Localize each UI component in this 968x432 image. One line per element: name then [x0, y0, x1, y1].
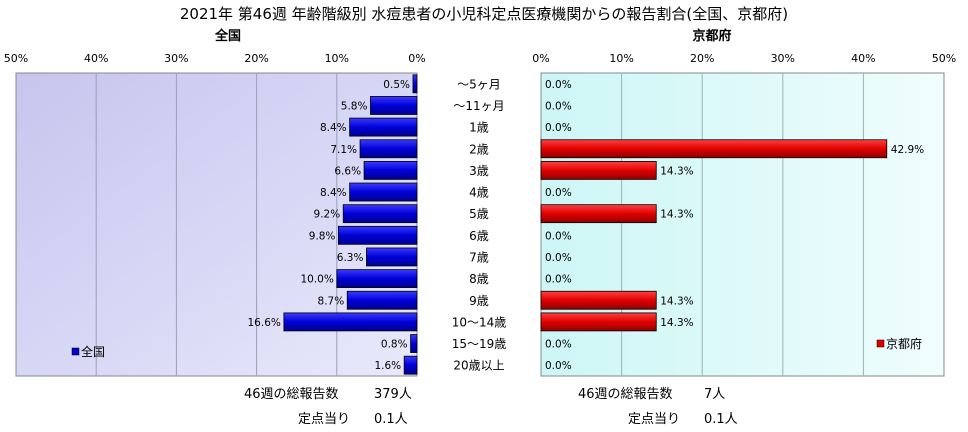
national-bar	[346, 290, 418, 310]
national-bar	[349, 117, 418, 137]
national-data-label: 6.6%	[334, 165, 361, 177]
kyoto-bar	[540, 204, 657, 224]
kyoto-per-label: 定点当り	[628, 412, 680, 427]
national-data-label: 7.1%	[330, 144, 357, 156]
national-data-label: 0.5%	[383, 79, 410, 91]
age-category-label: 8歳	[469, 272, 489, 286]
national-per-value: 0.1人	[374, 412, 408, 427]
age-category-label: 20歳以上	[453, 359, 504, 373]
national-footer: 46週の総報告数 379人 定点当り 0.1人	[244, 387, 412, 427]
kyoto-bar	[540, 160, 657, 180]
national-bar	[410, 334, 418, 353]
age-category-label: 15～19歳	[452, 337, 507, 351]
kyoto-tick-label: 20%	[690, 52, 714, 65]
national-bar	[342, 204, 418, 224]
chart-title: 2021年 第46週 年齢階級別 水痘患者の小児科定点医療機関からの報告割合(全…	[180, 5, 788, 23]
kyoto-data-label: 0.0%	[545, 252, 572, 264]
age-category-label: 5歳	[469, 207, 489, 221]
national-tick-label: 0%	[408, 52, 425, 65]
kyoto-legend-label: 京都府	[886, 336, 922, 351]
national-bar	[363, 160, 418, 180]
kyoto-total-label: 46週の総報告数	[578, 387, 673, 402]
national-bar	[403, 355, 418, 375]
national-tick-label: 40%	[84, 52, 108, 65]
age-category-label: 7歳	[469, 250, 489, 264]
national-bar	[412, 74, 418, 94]
national-data-label: 6.3%	[337, 252, 364, 264]
national-tick-label: 30%	[164, 52, 188, 65]
national-data-label: 1.6%	[374, 360, 401, 372]
national-data-label: 8.4%	[320, 187, 347, 199]
national-per-label: 定点当り	[298, 412, 350, 427]
national-tick-label: 10%	[325, 52, 349, 65]
kyoto-tick-label: 30%	[771, 52, 795, 65]
kyoto-data-label: 0.0%	[545, 339, 572, 351]
kyoto-data-label: 0.0%	[545, 100, 572, 112]
national-bar	[283, 312, 418, 332]
national-bar	[338, 225, 418, 245]
age-category-label: ～5ヶ月	[457, 77, 501, 91]
age-category-label: 2歳	[469, 142, 489, 156]
national-bar	[359, 139, 418, 159]
age-category-label: 1歳	[469, 121, 489, 135]
kyoto-legend: 京都府	[876, 336, 922, 351]
national-panel-title: 全国	[214, 28, 241, 44]
national-bar	[349, 182, 418, 202]
kyoto-data-label: 0.0%	[545, 79, 572, 91]
kyoto-per-value: 0.1人	[704, 412, 738, 427]
national-bar	[366, 247, 418, 267]
national-tick-label: 20%	[244, 52, 268, 65]
age-category-label: 6歳	[469, 229, 489, 243]
kyoto-bar	[540, 312, 657, 332]
kyoto-bar	[540, 290, 657, 310]
kyoto-data-label: 0.0%	[545, 187, 572, 199]
national-data-label: 9.8%	[309, 230, 336, 242]
kyoto-data-label: 14.3%	[660, 165, 693, 177]
kyoto-tick-label: 10%	[609, 52, 633, 65]
kyoto-bar	[540, 139, 888, 159]
national-total-value: 379人	[374, 387, 412, 402]
kyoto-panel-title: 京都府	[692, 28, 731, 44]
national-legend-label: 全国	[81, 344, 105, 359]
national-tick-label: 50%	[4, 52, 28, 65]
national-data-label: 9.2%	[314, 209, 341, 221]
national-bar	[370, 96, 418, 115]
national-total-label: 46週の総報告数	[244, 387, 339, 402]
national-data-label: 16.6%	[248, 317, 281, 329]
kyoto-data-label: 14.3%	[660, 295, 693, 307]
kyoto-data-label: 14.3%	[660, 317, 693, 329]
age-category-label: ～11ヶ月	[453, 99, 504, 113]
kyoto-total-value: 7人	[704, 387, 725, 402]
kyoto-tick-label: 0%	[532, 52, 549, 65]
national-legend: 全国	[71, 344, 105, 359]
national-bar	[336, 269, 418, 289]
national-data-label: 8.4%	[320, 122, 347, 134]
kyoto-tick-label: 50%	[932, 52, 956, 65]
kyoto-data-label: 42.9%	[891, 144, 924, 156]
age-category-label: 9歳	[469, 294, 489, 308]
age-category-label: 3歳	[469, 164, 489, 178]
kyoto-data-label: 0.0%	[545, 274, 572, 286]
kyoto-tick-label: 40%	[851, 52, 875, 65]
kyoto-data-label: 0.0%	[545, 360, 572, 372]
age-category-label: 10～14歳	[452, 315, 507, 329]
national-legend-swatch	[71, 347, 80, 356]
national-data-label: 10.0%	[300, 274, 333, 286]
national-data-label: 0.8%	[381, 339, 408, 351]
kyoto-legend-swatch	[876, 339, 885, 348]
kyoto-data-label: 0.0%	[545, 230, 572, 242]
national-data-label: 5.8%	[341, 100, 368, 112]
kyoto-data-label: 0.0%	[545, 122, 572, 134]
age-category-label: 4歳	[469, 186, 489, 200]
kyoto-data-label: 14.3%	[660, 209, 693, 221]
national-data-label: 8.7%	[318, 295, 345, 307]
kyoto-footer: 46週の総報告数 7人 定点当り 0.1人	[578, 387, 738, 427]
